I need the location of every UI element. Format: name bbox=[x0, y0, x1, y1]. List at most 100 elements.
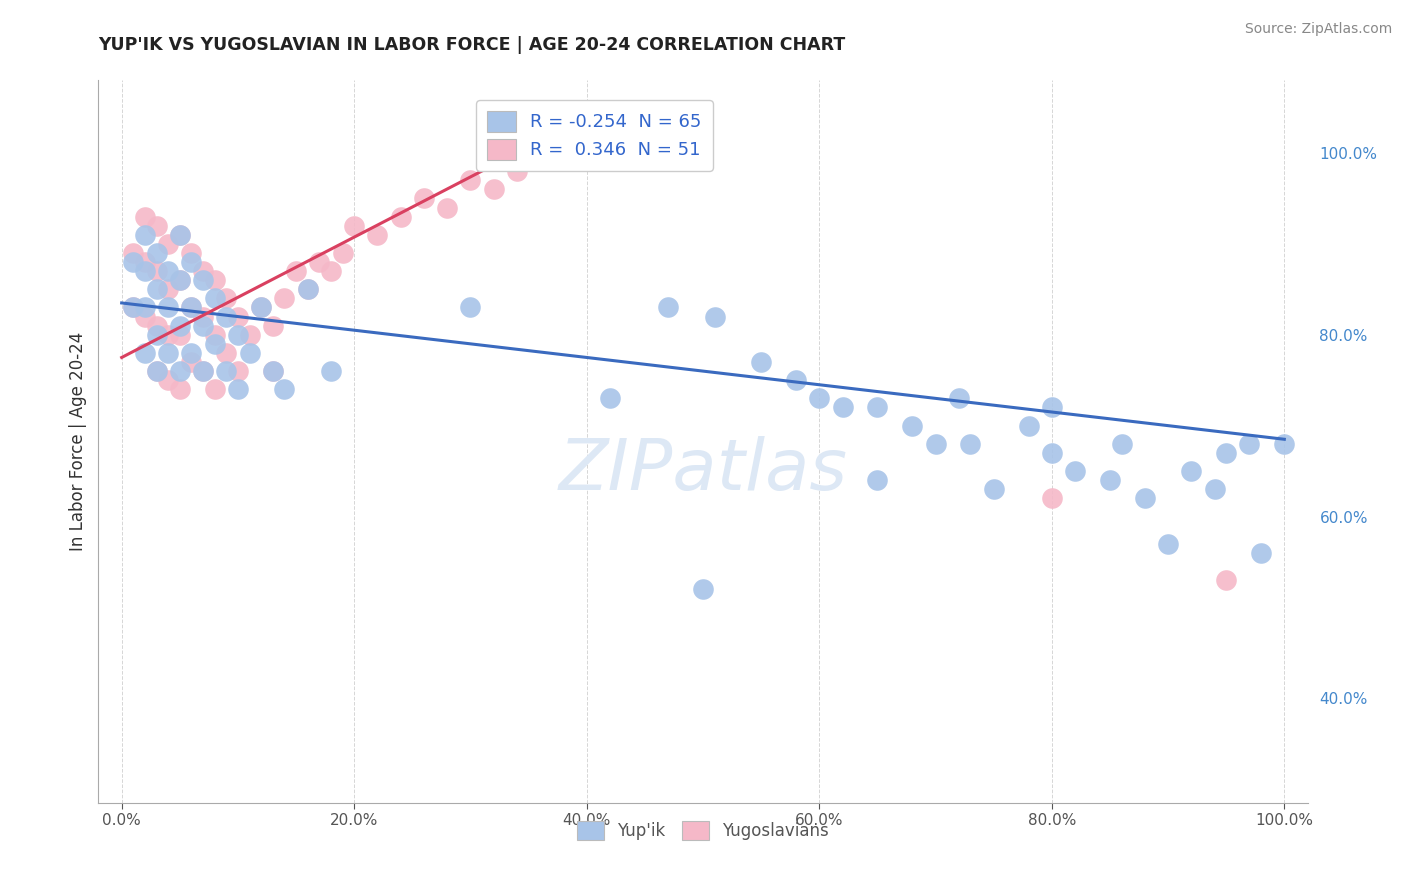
Point bbox=[1018, 418, 1040, 433]
Point bbox=[169, 273, 191, 287]
Point bbox=[134, 301, 156, 315]
Point bbox=[215, 292, 238, 306]
Point bbox=[1250, 546, 1272, 560]
Point bbox=[191, 310, 214, 324]
Point bbox=[122, 255, 145, 269]
Point bbox=[959, 437, 981, 451]
Point bbox=[180, 301, 202, 315]
Point bbox=[157, 346, 180, 360]
Point bbox=[1064, 464, 1087, 478]
Point bbox=[145, 246, 167, 260]
Point bbox=[157, 282, 180, 296]
Point bbox=[191, 364, 214, 378]
Point bbox=[180, 301, 202, 315]
Point bbox=[169, 227, 191, 242]
Legend: Yup'ik, Yugoslavians: Yup'ik, Yugoslavians bbox=[569, 813, 837, 848]
Point bbox=[297, 282, 319, 296]
Point bbox=[692, 582, 714, 597]
Point bbox=[134, 210, 156, 224]
Point bbox=[226, 364, 249, 378]
Point bbox=[460, 173, 482, 187]
Point bbox=[215, 364, 238, 378]
Point bbox=[866, 473, 889, 487]
Point bbox=[145, 364, 167, 378]
Point bbox=[831, 401, 853, 415]
Point bbox=[122, 301, 145, 315]
Point bbox=[785, 373, 807, 387]
Point bbox=[262, 364, 284, 378]
Point bbox=[122, 301, 145, 315]
Point bbox=[204, 382, 226, 396]
Point bbox=[285, 264, 308, 278]
Point bbox=[319, 264, 342, 278]
Point bbox=[134, 346, 156, 360]
Point bbox=[134, 264, 156, 278]
Y-axis label: In Labor Force | Age 20-24: In Labor Force | Age 20-24 bbox=[69, 332, 87, 551]
Point bbox=[169, 382, 191, 396]
Point bbox=[273, 292, 295, 306]
Point bbox=[239, 346, 262, 360]
Point bbox=[529, 146, 551, 161]
Point bbox=[332, 246, 354, 260]
Point bbox=[1111, 437, 1133, 451]
Point bbox=[191, 273, 214, 287]
Point bbox=[134, 227, 156, 242]
Point bbox=[1040, 491, 1063, 506]
Point bbox=[599, 392, 621, 406]
Point bbox=[749, 355, 772, 369]
Point bbox=[703, 310, 725, 324]
Point bbox=[122, 246, 145, 260]
Point bbox=[204, 273, 226, 287]
Point bbox=[169, 227, 191, 242]
Point bbox=[657, 301, 679, 315]
Point bbox=[180, 355, 202, 369]
Point bbox=[343, 219, 366, 233]
Point bbox=[191, 364, 214, 378]
Point bbox=[1204, 482, 1226, 496]
Point bbox=[191, 318, 214, 333]
Point bbox=[273, 382, 295, 396]
Point bbox=[983, 482, 1005, 496]
Point bbox=[157, 264, 180, 278]
Point bbox=[191, 264, 214, 278]
Point bbox=[226, 310, 249, 324]
Point bbox=[134, 310, 156, 324]
Text: ZIPatlas: ZIPatlas bbox=[558, 436, 848, 505]
Point bbox=[250, 301, 273, 315]
Point bbox=[506, 164, 529, 178]
Point bbox=[226, 327, 249, 342]
Point bbox=[1157, 537, 1180, 551]
Point bbox=[239, 327, 262, 342]
Point bbox=[413, 191, 436, 205]
Point bbox=[1239, 437, 1261, 451]
Point bbox=[1040, 446, 1063, 460]
Point bbox=[204, 292, 226, 306]
Point bbox=[226, 382, 249, 396]
Point bbox=[436, 201, 458, 215]
Point bbox=[308, 255, 330, 269]
Point bbox=[1215, 573, 1237, 587]
Point bbox=[1180, 464, 1202, 478]
Point bbox=[145, 318, 167, 333]
Point bbox=[460, 301, 482, 315]
Point bbox=[180, 255, 202, 269]
Point bbox=[948, 392, 970, 406]
Point bbox=[204, 336, 226, 351]
Point bbox=[366, 227, 388, 242]
Point bbox=[157, 327, 180, 342]
Point bbox=[1098, 473, 1121, 487]
Point bbox=[1272, 437, 1295, 451]
Point bbox=[866, 401, 889, 415]
Point bbox=[157, 301, 180, 315]
Point bbox=[145, 364, 167, 378]
Point bbox=[145, 282, 167, 296]
Point bbox=[180, 246, 202, 260]
Point bbox=[215, 310, 238, 324]
Point bbox=[297, 282, 319, 296]
Point bbox=[134, 255, 156, 269]
Point bbox=[145, 219, 167, 233]
Point bbox=[145, 264, 167, 278]
Point bbox=[262, 318, 284, 333]
Point bbox=[808, 392, 831, 406]
Point bbox=[389, 210, 412, 224]
